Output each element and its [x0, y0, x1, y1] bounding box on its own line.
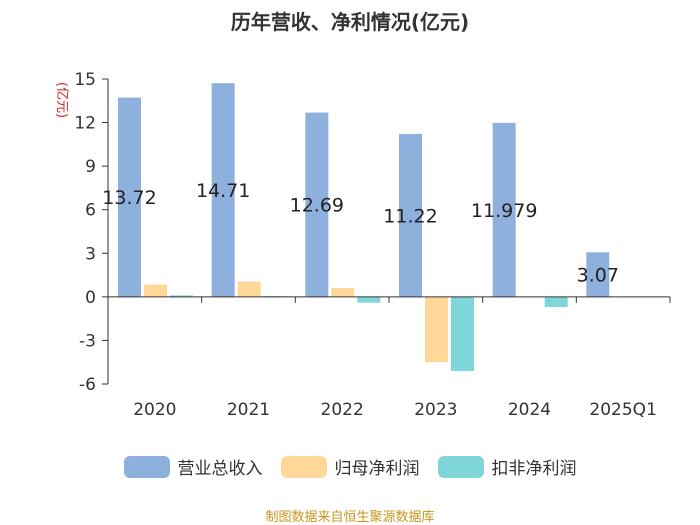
- bar-revenue-2021: [211, 83, 235, 297]
- x-tick-label: 2020: [133, 400, 176, 420]
- bar-deducted-profit-2024: [544, 296, 568, 308]
- legend-label-revenue: 营业总收入: [177, 459, 263, 479]
- source-note: 制图数据来自恒生聚源数据库: [265, 510, 435, 525]
- chart-title: 历年营收、净利情况(亿元): [230, 10, 470, 34]
- data-label-revenue-2021: 14.71: [196, 180, 250, 202]
- bar-revenue-2023: [399, 133, 422, 297]
- data-label-revenue-2020: 13.72: [102, 187, 156, 209]
- y-tick-label: 9: [85, 157, 96, 177]
- data-label-revenue-2025Q1: 3.07: [577, 265, 619, 287]
- x-tick-label: 2023: [414, 400, 457, 420]
- y-tick-label: 12: [74, 114, 96, 134]
- y-tick-label: -6: [79, 375, 96, 395]
- data-label-revenue-2024: 11.979: [471, 200, 537, 222]
- legend: 营业总收入 归母净利润 扣非净利润: [0, 454, 700, 479]
- bar-net-profit-2023: [425, 296, 448, 363]
- bar-net-profit-2021: [237, 281, 261, 297]
- bar-deducted-profit-2022: [357, 296, 381, 303]
- legend-item-revenue[interactable]: 营业总收入: [123, 454, 263, 479]
- bar-revenue-2022: [305, 112, 329, 297]
- bar-revenue-2025Q1: [586, 252, 610, 297]
- x-tick-label: 2021: [227, 400, 270, 420]
- bar-deducted-profit-2020: [170, 295, 193, 297]
- legend-item-net-profit[interactable]: 归母净利润: [280, 454, 420, 479]
- bar-net-profit-2022: [331, 288, 355, 297]
- legend-label-deducted-profit: 扣非净利润: [491, 459, 577, 479]
- legend-item-deducted-profit[interactable]: 扣非净利润: [437, 454, 577, 479]
- y-tick-label: -3: [79, 331, 96, 351]
- y-tick-label: 3: [85, 244, 96, 264]
- bar-revenue-2020: [118, 97, 141, 297]
- y-tick-label: 6: [85, 201, 96, 221]
- x-tick-label: 2022: [321, 400, 364, 420]
- x-tick-label: 2025Q1: [589, 400, 656, 420]
- bar-chart: 15 12 9 6 3 0 -3 -6 2020 2021 2022 2023 2024 2025Q1 (亿…: [54, 70, 671, 420]
- legend-label-net-profit: 归母净利润: [334, 459, 420, 479]
- y-axis-unit-label: (亿元): [54, 82, 69, 118]
- y-tick-label: 15: [74, 70, 96, 90]
- legend-swatch-revenue: [123, 455, 170, 478]
- bar-revenue-2024: [492, 122, 516, 297]
- y-tick-label: 0: [85, 288, 96, 308]
- bar-net-profit-2020: [144, 284, 167, 297]
- bar-deducted-profit-2023: [451, 296, 474, 371]
- legend-swatch-net-profit: [280, 455, 327, 478]
- x-tick-label: 2024: [508, 400, 551, 420]
- data-label-revenue-2023: 11.22: [383, 205, 437, 227]
- data-label-revenue-2022: 12.69: [290, 195, 344, 217]
- legend-swatch-deducted-profit: [437, 455, 484, 478]
